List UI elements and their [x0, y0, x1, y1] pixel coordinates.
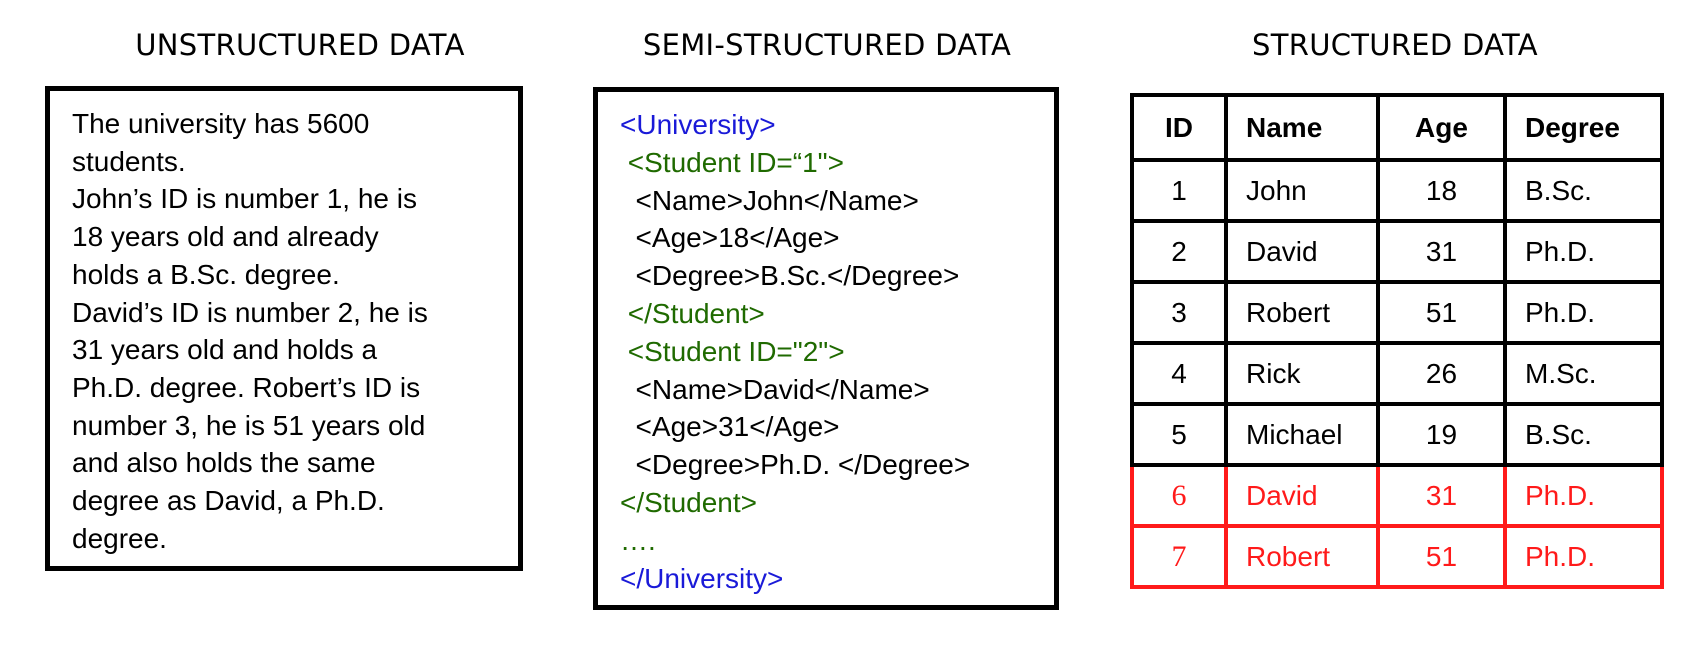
xml-line: ….	[620, 524, 656, 556]
prose-line: 31 years old and holds a	[72, 334, 378, 366]
cell-age: 26	[1376, 341, 1507, 406]
cell-id: 6	[1130, 463, 1228, 528]
prose-line: David’s ID is number 2, he is	[72, 296, 428, 328]
xml-line: <Degree>Ph.D. </Degree>	[620, 449, 971, 481]
xml-line: <Name>John</Name>	[620, 184, 919, 216]
unstructured-text-box: The university has 5600 students. John’s…	[45, 86, 523, 571]
unstructured-data-heading: UNSTRUCTURED DATA	[135, 28, 465, 62]
cell-age: 51	[1376, 524, 1507, 589]
structured-data-table: ID Name Age Degree 1 John 18 B.Sc. 2 David 31 P…	[1130, 93, 1664, 589]
table-row: 4 Rick 26 M.Sc.	[1130, 341, 1664, 406]
table-header-row: ID Name Age Degree	[1130, 93, 1664, 162]
cell-age: 31	[1376, 463, 1507, 528]
table-row: 1 John 18 B.Sc.	[1130, 158, 1664, 223]
cell-id: 5	[1130, 402, 1228, 467]
cell-degree: Ph.D.	[1503, 280, 1664, 345]
xml-line: <Name>David</Name>	[620, 373, 930, 405]
xml-line: </University>	[620, 562, 784, 594]
prose-line: degree.	[72, 522, 167, 554]
prose-line: 18 years old and already	[72, 221, 379, 253]
prose-line: holds a B.Sc. degree.	[72, 258, 340, 290]
prose-line: The university has 5600	[72, 108, 370, 139]
column-header-name: Name	[1224, 93, 1380, 162]
prose-line: degree as David, a Ph.D.	[72, 485, 385, 517]
semi-structured-data-heading: SEMI-STRUCTURED DATA	[642, 28, 1012, 62]
table-row-duplicate: 6 David 31 Ph.D.	[1130, 463, 1664, 528]
xml-line: <University>	[620, 109, 776, 140]
semi-structured-xml-box: <University> <Student ID=“1"> <Name>John…	[593, 87, 1059, 610]
cell-id: 7	[1130, 524, 1228, 589]
table-row: 5 Michael 19 B.Sc.	[1130, 402, 1664, 467]
table-row: 3 Robert 51 Ph.D.	[1130, 280, 1664, 345]
table-row: 2 David 31 Ph.D.	[1130, 219, 1664, 284]
xml-line: </Student>	[620, 486, 758, 518]
cell-degree: M.Sc.	[1503, 341, 1664, 406]
cell-name: Robert	[1224, 524, 1380, 589]
prose-line: number 3, he is 51 years old	[72, 409, 426, 441]
prose-line: and also holds the same	[72, 447, 376, 479]
cell-degree: B.Sc.	[1503, 402, 1664, 467]
cell-name: David	[1224, 219, 1380, 284]
cell-degree: Ph.D.	[1503, 219, 1664, 284]
cell-name: Rick	[1224, 341, 1380, 406]
cell-name: David	[1224, 463, 1380, 528]
table-body: 1 John 18 B.Sc. 2 David 31 Ph.D. 3 Robert 51 Ph.D. 4…	[1130, 158, 1664, 589]
xml-line: <Age>31</Age>	[620, 411, 840, 443]
xml-line: <Student ID="2">	[620, 335, 845, 367]
xml-line: </Student>	[620, 297, 765, 329]
column-header-id: ID	[1130, 93, 1228, 162]
unstructured-paragraph: The university has 5600 students. John’s…	[72, 105, 518, 557]
cell-degree: Ph.D.	[1503, 463, 1664, 528]
cell-age: 18	[1376, 158, 1507, 223]
column-header-age: Age	[1376, 93, 1507, 162]
cell-age: 31	[1376, 219, 1507, 284]
prose-line: students.	[72, 145, 186, 177]
structured-data-heading: STRUCTURED DATA	[1252, 28, 1538, 62]
prose-line: John’s ID is number 1, he is	[72, 183, 417, 215]
cell-id: 1	[1130, 158, 1228, 223]
prose-line: Ph.D. degree. Robert’s ID is	[72, 371, 421, 403]
cell-name: Robert	[1224, 280, 1380, 345]
cell-age: 51	[1376, 280, 1507, 345]
xml-line: <Student ID=“1">	[620, 146, 844, 178]
cell-id: 4	[1130, 341, 1228, 406]
xml-line: <Age>18</Age>	[620, 222, 840, 254]
cell-age: 19	[1376, 402, 1507, 467]
cell-name: Michael	[1224, 402, 1380, 467]
table-row-duplicate: 7 Robert 51 Ph.D.	[1130, 524, 1664, 589]
xml-line: <Degree>B.Sc.</Degree>	[620, 260, 960, 292]
cell-degree: B.Sc.	[1503, 158, 1664, 223]
cell-name: John	[1224, 158, 1380, 223]
cell-id: 3	[1130, 280, 1228, 345]
column-header-degree: Degree	[1503, 93, 1664, 162]
cell-degree: Ph.D.	[1503, 524, 1664, 589]
cell-id: 2	[1130, 219, 1228, 284]
xml-code-block: <University> <Student ID=“1"> <Name>John…	[620, 106, 1054, 597]
